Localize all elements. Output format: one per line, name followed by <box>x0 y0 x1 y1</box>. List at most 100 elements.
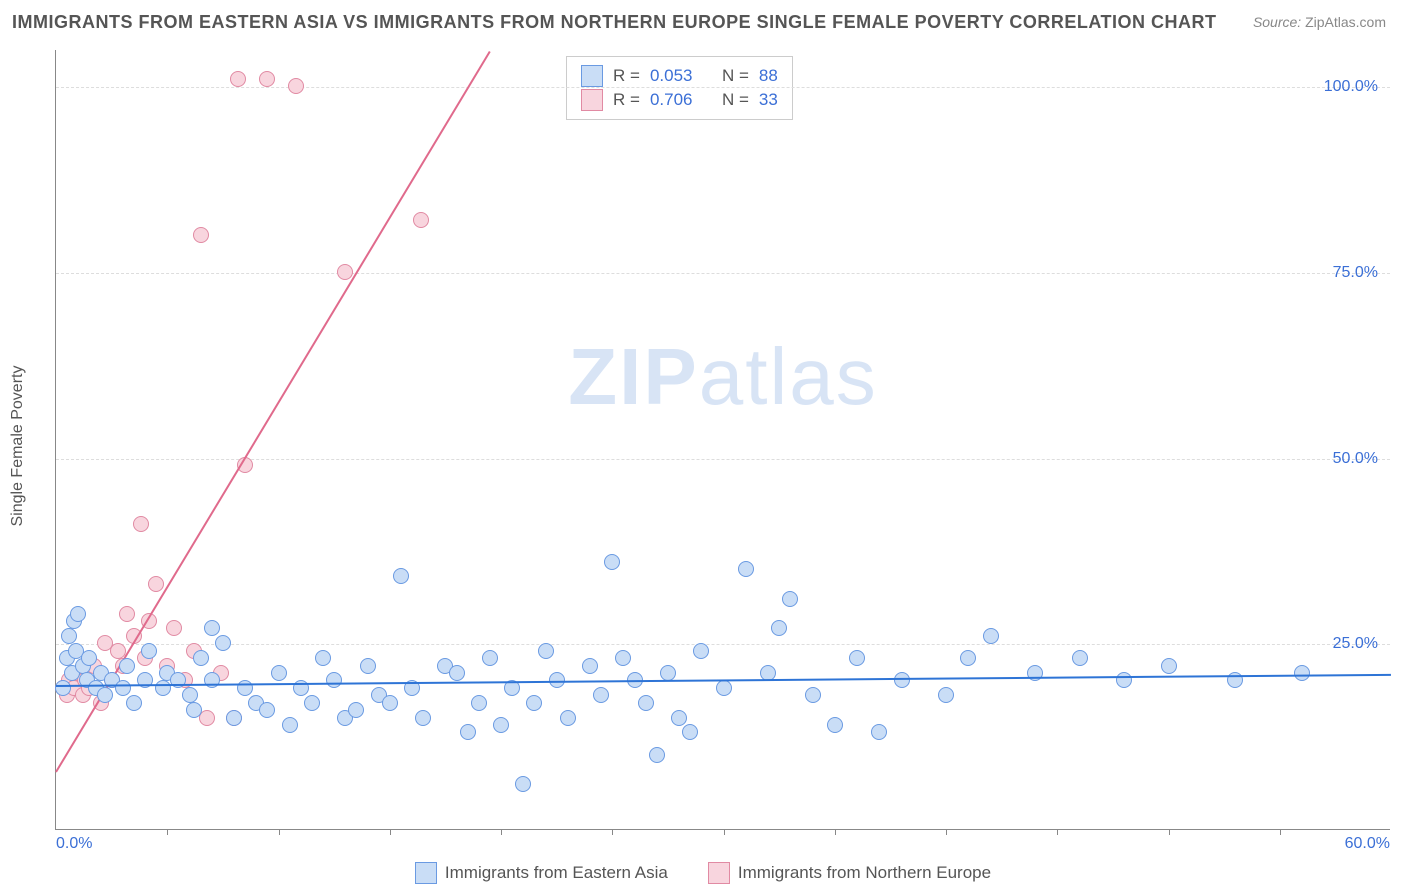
data-point-blue <box>259 702 275 718</box>
n-label-pink: N = <box>722 90 749 110</box>
data-point-blue <box>805 687 821 703</box>
data-point-blue <box>716 680 732 696</box>
x-tick-mark <box>1169 829 1170 835</box>
data-point-blue <box>382 695 398 711</box>
data-point-blue <box>827 717 843 733</box>
data-point-blue <box>782 591 798 607</box>
data-point-blue <box>348 702 364 718</box>
data-point-blue <box>360 658 376 674</box>
data-point-blue <box>97 687 113 703</box>
plot-area: ZIPatlas R = 0.053 N = 88 R = 0.706 N = … <box>55 50 1390 830</box>
data-point-blue <box>693 643 709 659</box>
source-attribution: Source: ZipAtlas.com <box>1253 14 1386 30</box>
data-point-blue <box>1161 658 1177 674</box>
x-tick-mark <box>279 829 280 835</box>
data-point-blue <box>515 776 531 792</box>
x-tick-mark <box>390 829 391 835</box>
watermark: ZIPatlas <box>568 331 877 423</box>
data-point-blue <box>271 665 287 681</box>
n-label-blue: N = <box>722 66 749 86</box>
data-point-pink <box>288 78 304 94</box>
bottom-swatch-blue <box>415 862 437 884</box>
x-tick-mark <box>612 829 613 835</box>
r-value-pink: 0.706 <box>650 90 693 110</box>
data-point-blue <box>604 554 620 570</box>
data-point-pink <box>337 264 353 280</box>
data-point-blue <box>393 568 409 584</box>
data-point-blue <box>237 680 253 696</box>
data-point-blue <box>155 680 171 696</box>
data-point-pink <box>413 212 429 228</box>
data-point-blue <box>182 687 198 703</box>
data-point-blue <box>1294 665 1310 681</box>
legend-row-blue: R = 0.053 N = 88 <box>581 65 778 87</box>
x-tick-mark <box>501 829 502 835</box>
data-point-blue <box>115 680 131 696</box>
bottom-legend: Immigrants from Eastern Asia Immigrants … <box>0 862 1406 884</box>
chart-container: IMMIGRANTS FROM EASTERN ASIA VS IMMIGRAN… <box>0 0 1406 892</box>
data-point-pink <box>133 516 149 532</box>
grid-line-h <box>56 459 1390 460</box>
data-point-pink <box>259 71 275 87</box>
r-value-blue: 0.053 <box>650 66 693 86</box>
data-point-pink <box>148 576 164 592</box>
data-point-blue <box>538 643 554 659</box>
data-point-blue <box>215 635 231 651</box>
data-point-blue <box>460 724 476 740</box>
y-tick-label: 50.0% <box>1333 450 1378 468</box>
x-tick-label: 60.0% <box>1345 835 1390 853</box>
data-point-blue <box>560 710 576 726</box>
data-point-pink <box>166 620 182 636</box>
y-tick-label: 75.0% <box>1333 264 1378 282</box>
x-tick-mark <box>1280 829 1281 835</box>
data-point-blue <box>282 717 298 733</box>
x-tick-mark <box>167 829 168 835</box>
data-point-blue <box>771 620 787 636</box>
data-point-blue <box>141 643 157 659</box>
watermark-zip: ZIP <box>568 332 698 421</box>
grid-line-h <box>56 87 1390 88</box>
r-label-pink: R = <box>613 90 640 110</box>
data-point-blue <box>615 650 631 666</box>
x-tick-mark <box>1057 829 1058 835</box>
bottom-label-blue: Immigrants from Eastern Asia <box>445 863 668 883</box>
data-point-blue <box>894 672 910 688</box>
data-point-blue <box>471 695 487 711</box>
data-point-blue <box>983 628 999 644</box>
data-point-blue <box>126 695 142 711</box>
data-point-blue <box>186 702 202 718</box>
x-tick-mark <box>724 829 725 835</box>
data-point-blue <box>593 687 609 703</box>
data-point-pink <box>193 227 209 243</box>
data-point-blue <box>638 695 654 711</box>
data-point-blue <box>582 658 598 674</box>
data-point-blue <box>61 628 77 644</box>
data-point-blue <box>55 680 71 696</box>
data-point-blue <box>119 658 135 674</box>
data-point-blue <box>649 747 665 763</box>
data-point-blue <box>493 717 509 733</box>
legend-row-pink: R = 0.706 N = 33 <box>581 89 778 111</box>
data-point-blue <box>315 650 331 666</box>
source-value: ZipAtlas.com <box>1305 14 1386 30</box>
data-point-blue <box>304 695 320 711</box>
data-point-blue <box>226 710 242 726</box>
data-point-blue <box>449 665 465 681</box>
data-point-blue <box>193 650 209 666</box>
data-point-blue <box>849 650 865 666</box>
x-tick-mark <box>946 829 947 835</box>
data-point-blue <box>326 672 342 688</box>
data-point-blue <box>170 672 186 688</box>
n-value-pink: 33 <box>759 90 778 110</box>
data-point-blue <box>1116 672 1132 688</box>
data-point-blue <box>682 724 698 740</box>
legend-swatch-pink <box>581 89 603 111</box>
y-tick-label: 25.0% <box>1333 635 1378 653</box>
data-point-pink <box>119 606 135 622</box>
grid-line-h <box>56 273 1390 274</box>
data-point-blue <box>871 724 887 740</box>
y-axis-label: Single Female Poverty <box>9 366 27 527</box>
data-point-blue <box>204 672 220 688</box>
data-point-blue <box>70 606 86 622</box>
data-point-blue <box>415 710 431 726</box>
